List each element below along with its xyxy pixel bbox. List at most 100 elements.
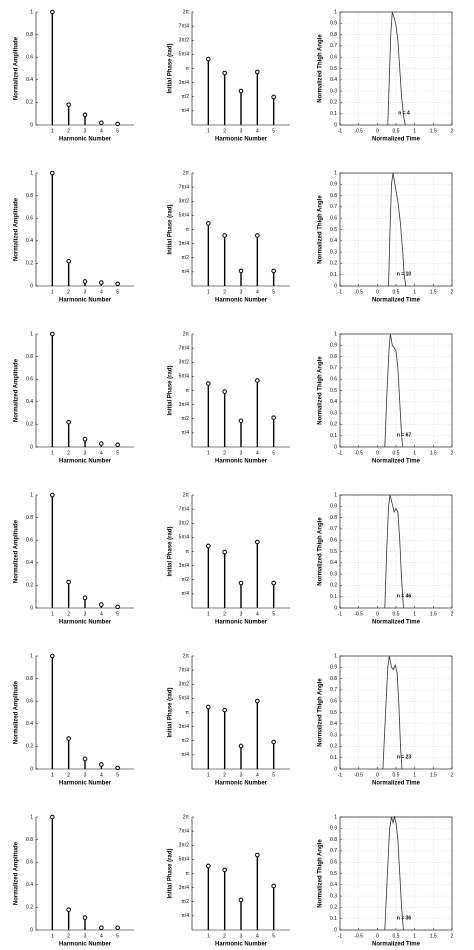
x-tick-label: 1 xyxy=(207,128,210,134)
axes-box xyxy=(339,333,453,448)
x-tick-label: 1 xyxy=(207,289,210,295)
x-tick-label: 0 xyxy=(376,933,379,939)
y-tick-label: 0.6 xyxy=(330,699,337,705)
stem-marker xyxy=(82,112,88,118)
y-tick-label: 0.9 xyxy=(330,21,337,27)
x-tick-label: 5 xyxy=(116,450,119,456)
y-tick-label: 1 xyxy=(30,814,33,820)
stem-marker xyxy=(238,88,244,94)
axes xyxy=(35,495,134,609)
x-tick-label: 2 xyxy=(223,772,226,778)
stem-marker xyxy=(238,418,244,424)
x-axis-label: Harmonic Number xyxy=(59,137,112,143)
y-tick-label: 0.5 xyxy=(330,388,337,394)
y-tick-label: π/2 xyxy=(181,94,189,100)
y-tick-label: 0.8 xyxy=(330,193,337,199)
stem-marker xyxy=(271,415,276,420)
x-tick-label: 0.5 xyxy=(393,772,400,778)
y-tick-label: 0.4 xyxy=(26,238,33,244)
y-tick-label: 0.2 xyxy=(26,100,33,106)
stem-marker xyxy=(82,915,88,920)
x-tick-label: 0 xyxy=(376,772,379,778)
y-tick-label: 0.8 xyxy=(330,354,337,360)
x-tick-label: 3 xyxy=(240,128,243,134)
y-tick-label: 0.9 xyxy=(330,343,337,349)
x-tick-label: 4 xyxy=(256,611,259,617)
x-tick-label: 1.5 xyxy=(430,450,437,456)
y-tick-label: 1 xyxy=(334,170,337,176)
y-tick-label: 7π/4 xyxy=(179,345,190,351)
x-tick-label: 1 xyxy=(413,933,416,939)
stem-marker xyxy=(115,765,120,771)
y-tick-label: 5π/4 xyxy=(179,52,190,58)
x-tick-label: 5 xyxy=(116,933,119,939)
y-tick-label: π/2 xyxy=(181,577,189,583)
stem-marker xyxy=(50,492,55,498)
stem-marker xyxy=(66,419,71,425)
y-tick-label: π/2 xyxy=(181,255,189,261)
y-tick-label: 0.2 xyxy=(330,744,337,750)
y-tick-label: 0.8 xyxy=(330,676,337,682)
x-tick-label: 2 xyxy=(67,289,70,295)
y-tick-label: 0.4 xyxy=(26,882,33,888)
y-tick-label: 0.1 xyxy=(330,594,337,600)
y-tick-label: 3π/2 xyxy=(179,521,190,527)
y-tick-label: 0.2 xyxy=(330,422,337,428)
y-tick-label: 3π/2 xyxy=(179,199,190,205)
x-axis-label: Harmonic Number xyxy=(59,942,112,948)
y-tick-label: 0 xyxy=(334,444,337,450)
y-tick-label: 2π xyxy=(183,653,190,659)
y-tick-label: 0.8 xyxy=(26,32,33,38)
x-tick-label: -0.5 xyxy=(354,933,363,939)
stem-marker xyxy=(206,221,211,226)
stem-marker xyxy=(255,233,260,238)
y-tick-label: 2π xyxy=(183,492,190,498)
y-tick-label: 0.6 xyxy=(26,216,33,222)
y-tick-label: 0.8 xyxy=(330,515,337,521)
axes-box xyxy=(339,494,453,609)
x-tick-label: 0 xyxy=(376,611,379,617)
y-tick-label: 0.3 xyxy=(330,893,337,899)
stem-marker xyxy=(238,897,244,903)
y-axis-label: Initial Phase (rad) xyxy=(168,687,174,737)
stem-marker xyxy=(115,442,120,448)
x-tick-label: 2 xyxy=(223,128,226,134)
x-tick-label: 0.5 xyxy=(393,289,400,295)
x-tick-label: 5 xyxy=(272,128,275,134)
x-tick-label: 4 xyxy=(100,933,103,939)
stem-marker xyxy=(99,120,104,126)
y-tick-label: 2π xyxy=(183,814,190,820)
y-tick-label: π xyxy=(186,871,190,877)
y-axis-label: Normalized Amplitude xyxy=(14,358,20,422)
y-tick-label: 0.2 xyxy=(330,100,337,106)
annotation: n = 23 xyxy=(397,754,412,760)
y-axis-label: Initial Phase (rad) xyxy=(168,526,174,576)
y-tick-label: 0.6 xyxy=(26,699,33,705)
x-axis-label: Normalized Time xyxy=(372,781,421,787)
y-tick-label: 0 xyxy=(30,283,33,289)
y-tick-label: 0.8 xyxy=(330,837,337,843)
y-tick-label: 0.5 xyxy=(330,66,337,72)
y-tick-label: 0.8 xyxy=(26,837,33,843)
y-tick-label: 0.6 xyxy=(26,377,33,383)
x-tick-label: -0.5 xyxy=(354,772,363,778)
y-tick-label: 1 xyxy=(30,492,33,498)
y-tick-label: 0.1 xyxy=(330,916,337,922)
y-tick-label: 7π/4 xyxy=(179,506,190,512)
stem-marker xyxy=(115,604,120,610)
y-tick-label: 0.5 xyxy=(330,549,337,555)
x-tick-label: 4 xyxy=(100,128,103,134)
line xyxy=(387,11,406,126)
stem-marker xyxy=(255,69,260,75)
y-tick-label: 0.4 xyxy=(330,399,337,405)
x-tick-label: 0.5 xyxy=(393,450,400,456)
y-tick-label: 1 xyxy=(30,9,33,15)
stem-marker xyxy=(115,925,120,931)
stem-marker xyxy=(271,268,276,274)
x-tick-label: 1 xyxy=(413,128,416,134)
y-tick-label: 2π xyxy=(183,9,190,15)
x-tick-label: 3 xyxy=(240,611,243,617)
stem-marker xyxy=(50,814,55,820)
x-tick-label: 1 xyxy=(51,933,54,939)
